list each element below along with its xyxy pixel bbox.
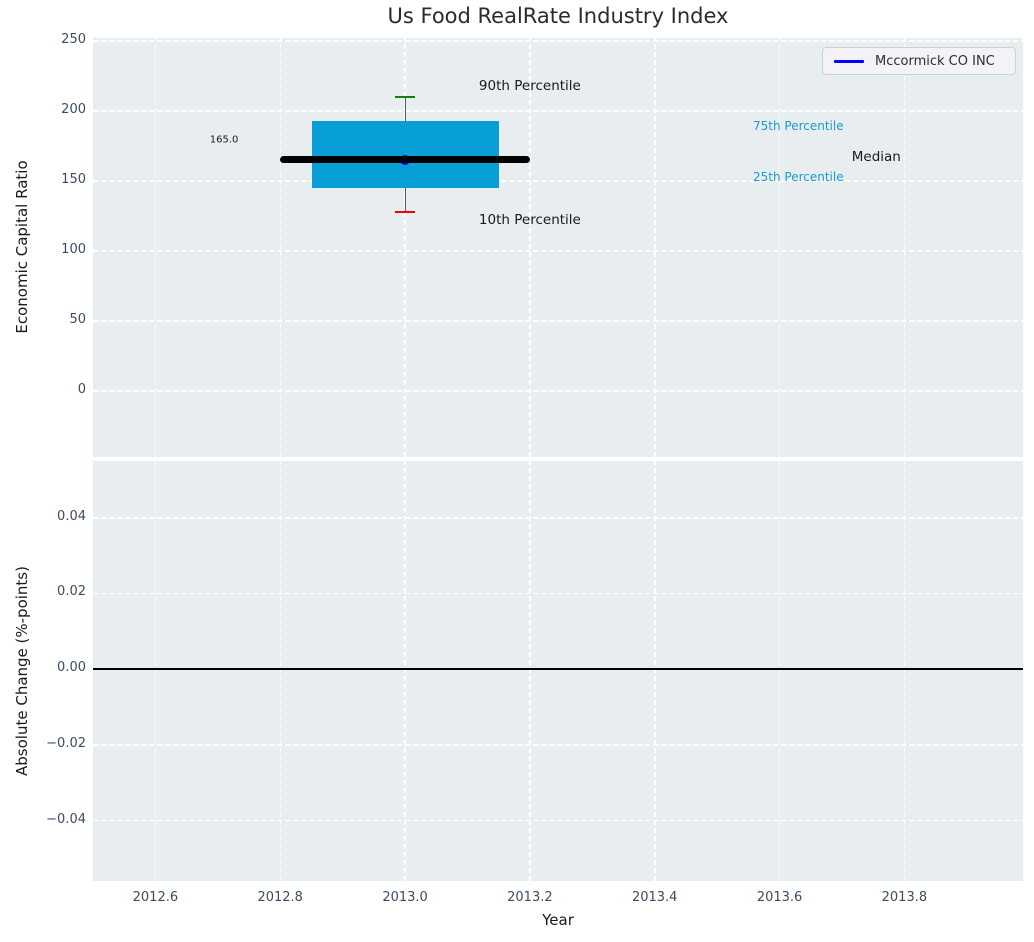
gridline-horizontal <box>93 250 1023 252</box>
cap-10th-percentile <box>395 210 416 213</box>
y-tick-label: 100 <box>61 242 86 257</box>
cap-90th-percentile <box>395 95 416 99</box>
gridline-vertical <box>778 461 781 881</box>
gridline-vertical <box>778 38 781 457</box>
gridline-horizontal <box>93 517 1023 519</box>
gridline-vertical <box>404 38 406 457</box>
gridline-horizontal <box>93 390 1023 392</box>
annotation-median: Median <box>851 149 901 166</box>
gridline-vertical <box>529 461 531 881</box>
gridline-vertical <box>529 38 531 457</box>
y-tick-label: 0.00 <box>57 660 86 676</box>
gridline-horizontal <box>93 320 1023 322</box>
gridline-horizontal <box>93 592 1023 595</box>
percentile-box <box>311 120 499 188</box>
gridline-vertical <box>154 38 157 457</box>
y-tick-label: −0.02 <box>46 735 86 751</box>
y-tick-label: 0.02 <box>57 584 86 600</box>
gridline-vertical <box>654 461 656 881</box>
zero-line <box>93 668 1023 671</box>
x-axis-label: Year <box>542 911 574 929</box>
chart-title: Us Food RealRate Industry Index <box>387 4 729 28</box>
gridline-vertical <box>279 461 281 881</box>
top-plot-area: 165.0 90th Percentile 10th Percentile 75th … <box>93 38 1023 457</box>
gridline-horizontal <box>93 744 1023 746</box>
legend: Mccormick CO INC <box>822 47 1016 75</box>
y-tick-label: 50 <box>69 312 86 328</box>
gridline-vertical <box>279 38 281 457</box>
x-tick-label: 2013.4 <box>631 890 678 905</box>
gridline-vertical <box>654 38 656 457</box>
gridline-vertical <box>404 461 406 881</box>
gridline-vertical <box>903 38 906 457</box>
y-tick-label: 0.04 <box>57 508 86 524</box>
y-tick-label: 0 <box>77 382 86 398</box>
median-line <box>280 156 530 164</box>
x-tick-label: 2013.0 <box>382 890 428 905</box>
x-tick-label: 2013.6 <box>756 890 803 905</box>
bottom-plot-area <box>93 461 1023 881</box>
annotation-25th-percentile: 25th Percentile <box>752 169 844 184</box>
gridline-horizontal <box>93 180 1023 182</box>
x-tick-label: 2012.6 <box>132 890 179 905</box>
annotation-75th-percentile: 75th Percentile <box>752 119 844 134</box>
gridline-horizontal <box>93 819 1023 822</box>
y-axis-label-bottom: Absolute Change (%-points) <box>13 566 31 776</box>
annotation-90th-percentile: 90th Percentile <box>478 77 581 94</box>
x-tick-label: 2013.2 <box>507 890 553 905</box>
gridline-horizontal <box>93 40 1023 42</box>
y-tick-label: 200 <box>61 101 86 117</box>
legend-line-swatch <box>834 59 864 63</box>
y-tick-label: 150 <box>61 171 86 187</box>
x-tick-label: 2012.8 <box>257 890 303 905</box>
gridline-vertical <box>154 461 157 881</box>
annotation-10th-percentile: 10th Percentile <box>478 212 581 229</box>
y-tick-label: −0.04 <box>46 811 86 827</box>
annotation-165-0: 165.0 <box>209 134 239 146</box>
y-axis-label-top: Economic Capital Ratio <box>13 160 31 334</box>
x-tick-label: 2013.8 <box>881 890 928 905</box>
y-tick-label: 250 <box>61 31 86 47</box>
gridline-horizontal <box>93 110 1023 112</box>
gridline-vertical <box>903 461 906 881</box>
legend-label: Mccormick CO INC <box>875 53 995 69</box>
